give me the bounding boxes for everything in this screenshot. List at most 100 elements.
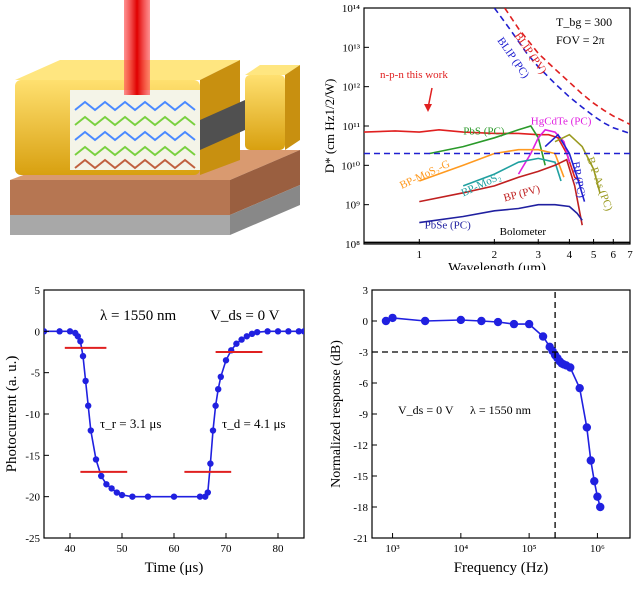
y-tick-label: 10⁸ <box>345 239 360 251</box>
data-point <box>243 333 250 340</box>
y-tick-label: 10¹⁰ <box>341 160 360 172</box>
x-tick-label: 10⁶ <box>590 543 605 555</box>
x-tick-label: 6 <box>611 249 617 261</box>
data-point <box>144 493 152 500</box>
x-tick-label: 60 <box>169 543 181 555</box>
substrate-front <box>10 180 230 215</box>
y-tick-label: -20 <box>25 492 40 504</box>
x-tick-label: 10³ <box>385 543 400 555</box>
data-point <box>381 316 391 326</box>
data-point <box>92 456 100 463</box>
frequency-svg: 10³ 10⁴ 10⁵ 10⁶ 3 0 -3 -6 -9 -12 -15 -18 -21 Frequenc… <box>329 285 631 576</box>
y-axis-label: D* (cm Hz1/2/W) <box>322 79 337 174</box>
data-point <box>456 315 466 325</box>
contact-right-top <box>245 65 300 75</box>
series-label: BP (PC) <box>569 161 587 199</box>
photocurrent-chart: 40 50 60 70 80 5 0 -5 -10 -15 -20 -25 Time (μs) Photo… <box>0 280 320 589</box>
data-point <box>108 485 115 492</box>
x-tick-label: 7 <box>627 249 633 261</box>
y-tick-label: -15 <box>25 450 40 462</box>
series-label: Bolometer <box>500 226 547 238</box>
detectivity-svg: 1 2 3 4 5 6 7 10⁸ 10⁹ 10¹⁰ 10¹¹ 10¹² 10¹³ 10¹⁴ Wavelen… <box>322 3 633 276</box>
x-tick-label: 10⁵ <box>522 543 537 555</box>
series-line-1 <box>493 8 630 135</box>
annotation-vds: V_ds = 0 V <box>210 308 280 324</box>
data-point <box>596 502 605 512</box>
plot-frame <box>43 289 305 539</box>
data-point <box>248 330 256 338</box>
data-point <box>82 377 89 385</box>
annotation-fall: τ_d = 4.1 μs <box>222 416 286 431</box>
series-label: B-P-As (PC) <box>584 155 615 213</box>
data-point <box>586 456 596 465</box>
device-illustration <box>0 0 320 260</box>
data-point <box>87 427 95 434</box>
data-point <box>98 472 105 480</box>
data-point <box>217 373 224 380</box>
contact-right-side <box>285 65 300 150</box>
annotation-wavelength: λ = 1550 nm <box>470 403 532 417</box>
x-tick-label: 50 <box>117 543 129 555</box>
data-point <box>593 492 602 501</box>
y-tick-label: -21 <box>353 533 368 545</box>
data-point <box>215 386 222 393</box>
y-tick-label: -9 <box>359 409 369 421</box>
channel-flake <box>200 100 245 150</box>
crystal-window <box>70 90 200 170</box>
y-tick-label: -5 <box>31 368 41 380</box>
data-point <box>285 328 292 335</box>
y-tick-label: 5 <box>35 285 41 297</box>
data-point <box>538 332 548 341</box>
data-point <box>238 336 245 343</box>
y-axis-label: Normalized response (dB) <box>329 340 344 488</box>
data-point <box>79 352 87 360</box>
series-label: PbSe (PC) <box>425 219 471 231</box>
x-axis-label: Time (μs) <box>145 560 204 576</box>
data-point <box>254 328 261 336</box>
y-tick-label: 3 <box>363 285 369 297</box>
y-tick-label: 10¹⁴ <box>342 3 360 15</box>
y-tick-label: 10¹³ <box>342 42 360 54</box>
y-tick-label: 0 <box>363 316 369 328</box>
data-point <box>388 313 397 323</box>
series-label: HgCdTe (PC) <box>531 115 592 127</box>
annotation-tbg: T_bg = 300 <box>556 15 612 29</box>
x-tick-label: 70 <box>221 543 233 555</box>
data-point <box>300 328 304 335</box>
substrate-side <box>230 150 300 215</box>
x-tick-label: 4 <box>567 249 573 261</box>
annotation-wavelength: λ = 1550 nm <box>100 308 176 324</box>
y-tick-label: -12 <box>353 440 368 452</box>
data-point <box>233 340 240 347</box>
series-line-0 <box>504 8 630 126</box>
x-tick-label: 40 <box>65 543 77 555</box>
laser-beam <box>124 0 150 95</box>
contact-right-front <box>245 75 285 150</box>
x-axis-label: Frequency (Hz) <box>454 560 549 576</box>
y-tick-label: -3 <box>359 347 369 359</box>
y-tick-label: -6 <box>359 378 369 390</box>
data-point <box>222 357 230 364</box>
x-axis-label: Wavelength (μm) <box>448 261 546 270</box>
data-point <box>113 489 121 496</box>
series-line-9 <box>419 158 583 226</box>
data-point <box>509 319 519 329</box>
data-point <box>493 317 503 327</box>
data-point <box>129 493 136 500</box>
data-point <box>575 383 584 393</box>
data-point <box>264 328 271 335</box>
data-point <box>295 328 302 335</box>
frequency-chart: 10³ 10⁴ 10⁵ 10⁶ 3 0 -3 -6 -9 -12 -15 -18 -21 Frequenc… <box>320 280 639 589</box>
x-tick-label: 5 <box>591 249 597 261</box>
y-tick-label: -25 <box>25 533 40 545</box>
y-tick-label: 10⁹ <box>345 200 360 212</box>
base-side <box>230 185 300 235</box>
data-point <box>118 491 126 499</box>
annotation-rise: τ_r = 3.1 μs <box>100 416 161 431</box>
data-point <box>77 338 84 345</box>
data-point <box>582 423 592 432</box>
detectivity-chart: 1 2 3 4 5 6 7 10⁸ 10⁹ 10¹⁰ 10¹¹ 10¹² 10¹³ 10¹⁴ Wavelen… <box>320 0 639 276</box>
data-point <box>590 476 599 486</box>
series-label: PbS (PC) <box>463 126 505 138</box>
